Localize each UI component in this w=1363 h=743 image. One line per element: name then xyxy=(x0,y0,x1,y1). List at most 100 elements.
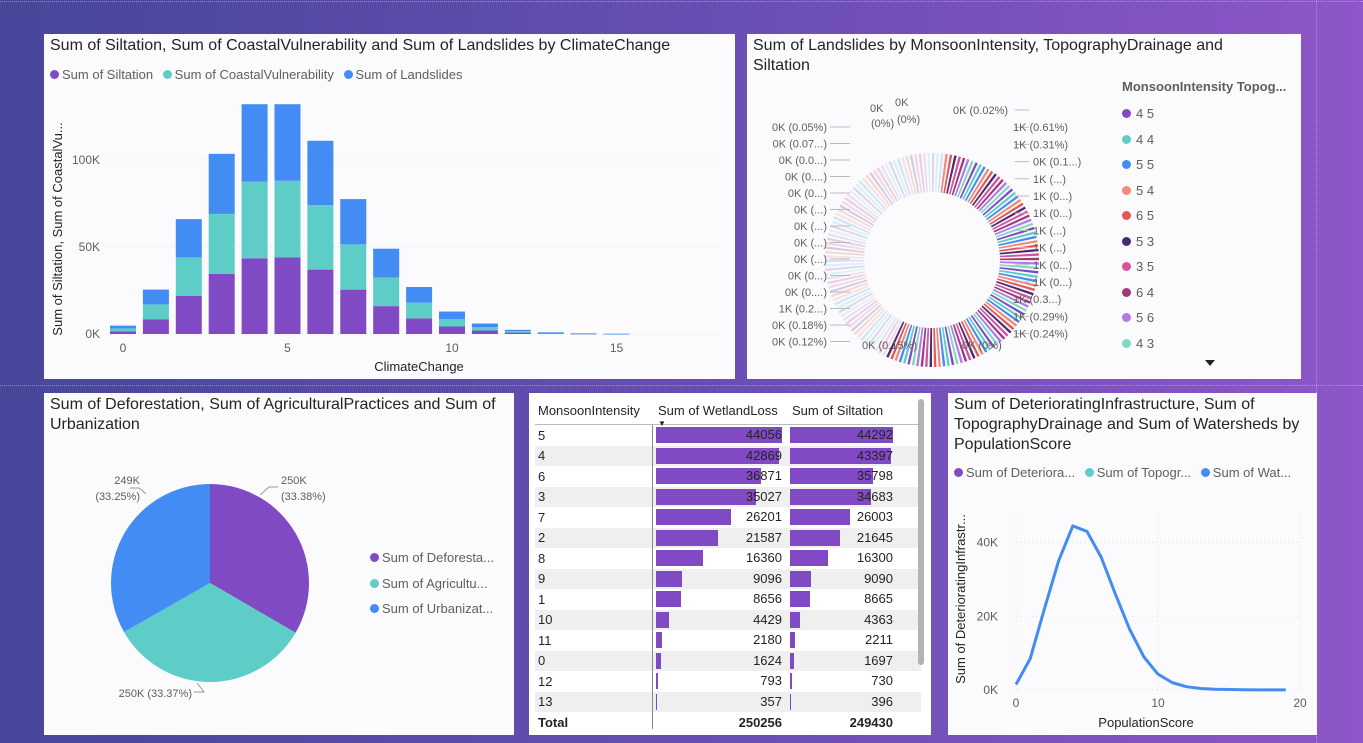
x-tick-label: 10 xyxy=(445,341,459,355)
data-bar xyxy=(790,529,841,546)
x-axis-title: ClimateChange xyxy=(374,359,464,374)
table-row[interactable]: 12 793 730 xyxy=(535,671,921,692)
pie-label-value: 250K (33.37%) xyxy=(119,688,192,700)
legend-item-agricultural[interactable]: Sum of Agricultu... xyxy=(370,571,494,597)
legend-item[interactable]: 4 4 xyxy=(1122,127,1286,153)
donut-slice xyxy=(907,326,918,365)
legend-item-watersheds[interactable]: Sum of Wat... xyxy=(1200,465,1291,480)
donut-slice xyxy=(986,298,1020,324)
legend-item[interactable]: 5 5 xyxy=(1122,152,1286,178)
cell-siltation: 2211 xyxy=(786,631,897,649)
table-scrollbar[interactable] xyxy=(918,399,924,665)
chart-title: Sum of DeterioratingInfrastructure, Sum … xyxy=(954,396,1300,453)
table-row[interactable]: 3 35027 34683 xyxy=(535,486,921,507)
donut-slice xyxy=(982,188,1014,216)
cell-wetland-loss: 35027 xyxy=(652,488,786,506)
table-row[interactable]: 11 2180 2211 xyxy=(535,630,921,651)
bar-segment xyxy=(471,330,498,334)
legend-item[interactable]: 4 5 xyxy=(1122,101,1286,127)
donut-slice xyxy=(858,180,887,211)
column-header[interactable]: Sum of WetlandLoss ▼ xyxy=(658,403,778,428)
legend-item[interactable]: 5 4 xyxy=(1122,178,1286,204)
legend-item-siltation[interactable]: Sum of Siltation xyxy=(50,67,153,82)
legend-label: 4 4 xyxy=(1136,131,1155,147)
donut-slice xyxy=(833,216,870,234)
table-body: 5 44056 44292 4 42869 43397 6 36871 35798 3 35027 3… xyxy=(535,425,921,712)
table-row[interactable]: 2 21587 21645 xyxy=(535,527,921,548)
cell-siltation: 26003 xyxy=(786,508,897,526)
data-bar xyxy=(790,652,794,669)
line-chart-card[interactable]: Sum of DeterioratingInfrastructure, Sum … xyxy=(948,393,1317,735)
legend-item[interactable]: 4 3 xyxy=(1122,331,1286,357)
legend-item[interactable]: 5 6 xyxy=(1122,305,1286,331)
legend-item[interactable]: 3 5 xyxy=(1122,254,1286,280)
pie-chart-card[interactable]: Sum of Deforestation, Sum of Agricultura… xyxy=(44,393,514,735)
cell-monsoon: 9 xyxy=(538,571,546,587)
legend-item-deteriorating[interactable]: Sum of Deteriora... xyxy=(954,465,1075,480)
column-header[interactable]: Sum of Siltation xyxy=(792,403,884,418)
donut-slice xyxy=(830,224,868,239)
pie-legend: Sum of Deforesta... Sum of Agricultu... … xyxy=(370,545,494,622)
legend-item-landslides[interactable]: Sum of Landslides xyxy=(343,67,462,82)
table-row[interactable]: 9 9096 9090 xyxy=(535,568,921,589)
legend-item[interactable]: 6 4 xyxy=(1122,280,1286,306)
legend-item-urbanization[interactable]: Sum of Urbanizat... xyxy=(370,596,494,622)
legend-item-deforestation[interactable]: Sum of Deforesta... xyxy=(370,545,494,571)
donut-slice xyxy=(997,278,1036,292)
cell-siltation: 16300 xyxy=(786,549,897,567)
legend-scroll-down-icon[interactable] xyxy=(1205,360,1215,366)
donut-label-left: 0K (0.07...) xyxy=(773,139,827,151)
table-row[interactable]: 5 44056 44292 xyxy=(535,425,921,446)
table-row[interactable]: 0 1624 1697 xyxy=(535,650,921,671)
cell-value: 2180 xyxy=(753,632,782,648)
legend-dot-icon xyxy=(1122,134,1131,144)
stacked-column-chart-card[interactable]: Sum of Siltation, Sum of CoastalVulnerab… xyxy=(44,34,735,379)
donut-label-left: 0K (0....) xyxy=(785,172,827,184)
cell-value: 4429 xyxy=(753,611,782,627)
bar-segment xyxy=(340,244,367,290)
data-bar xyxy=(656,632,663,649)
column-header[interactable]: MonsoonIntensity xyxy=(538,403,640,418)
table-row[interactable]: 4 42869 43397 xyxy=(535,445,921,466)
donut-slice xyxy=(943,154,953,194)
donut-label-right: 1K (0...) xyxy=(1033,191,1072,203)
legend-item-topography[interactable]: Sum of Topogr... xyxy=(1084,465,1191,480)
cell-monsoon: 13 xyxy=(538,694,553,710)
legend-item[interactable]: 5 3 xyxy=(1122,229,1286,255)
legend-item-coastal[interactable]: Sum of CoastalVulnerability xyxy=(162,67,334,82)
data-bar xyxy=(656,591,681,608)
donut-slice xyxy=(996,281,1034,296)
donut-label-left: 0K (...) xyxy=(794,254,827,266)
donut-slice xyxy=(998,239,1038,249)
cell-value: 16300 xyxy=(856,550,893,566)
line-plot: Sum of DeterioratingInfrastr... Populati… xyxy=(953,513,1307,730)
donut-chart-card[interactable]: Sum of Landslides by MonsoonIntensity, T… xyxy=(747,34,1301,379)
donut-slice xyxy=(971,173,997,206)
table-row[interactable]: 10 4429 4363 xyxy=(535,609,921,630)
donut-slice xyxy=(884,163,904,200)
chart-title: Sum of Landslides by MonsoonIntensity, T… xyxy=(753,37,1223,74)
table-row[interactable]: 6 36871 35798 xyxy=(535,466,921,487)
cell-siltation: 35798 xyxy=(786,467,897,485)
legend-dot-icon xyxy=(1122,185,1131,195)
bar-segment xyxy=(406,287,433,303)
donut-slice xyxy=(874,317,897,352)
table-row[interactable]: 8 16360 16300 xyxy=(535,548,921,569)
y-tick-label: 100K xyxy=(72,153,100,167)
sort-desc-icon[interactable]: ▼ xyxy=(658,419,666,428)
legend-item[interactable]: 6 5 xyxy=(1122,203,1286,229)
legend-dot-icon xyxy=(954,468,963,477)
table-row[interactable]: 1 8656 8665 xyxy=(535,589,921,610)
bar-segment xyxy=(241,258,268,334)
table-row[interactable]: 7 26201 26003 xyxy=(535,507,921,528)
bar-segment xyxy=(406,318,433,334)
cell-siltation: 44292 xyxy=(786,426,897,444)
donut-slice xyxy=(837,208,873,229)
table-row[interactable]: 13 357 396 xyxy=(535,691,921,712)
data-bar xyxy=(656,488,757,505)
donut-slice xyxy=(841,200,876,224)
bar-segment xyxy=(373,248,400,278)
cell-siltation: 4363 xyxy=(786,611,897,629)
table-card[interactable]: MonsoonIntensity Sum of WetlandLoss ▼ Su… xyxy=(529,393,931,735)
cell-value: 21645 xyxy=(856,529,893,545)
